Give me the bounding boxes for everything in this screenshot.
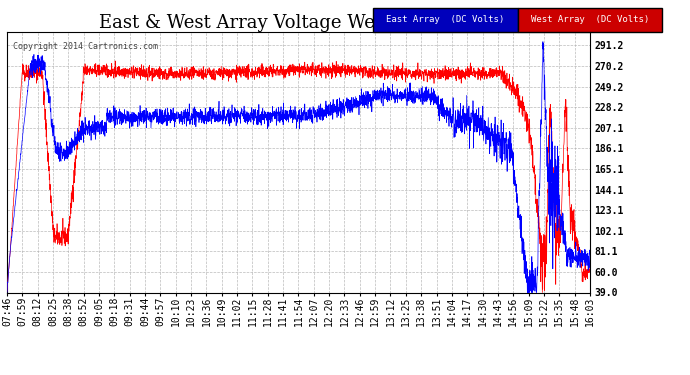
Text: West Array  (DC Volts): West Array (DC Volts) xyxy=(531,15,649,24)
Title: East & West Array Voltage Wed Jan 8 16:16: East & West Array Voltage Wed Jan 8 16:1… xyxy=(99,14,497,32)
Text: Copyright 2014 Cartronics.com: Copyright 2014 Cartronics.com xyxy=(12,42,158,51)
Text: East Array  (DC Volts): East Array (DC Volts) xyxy=(386,15,504,24)
